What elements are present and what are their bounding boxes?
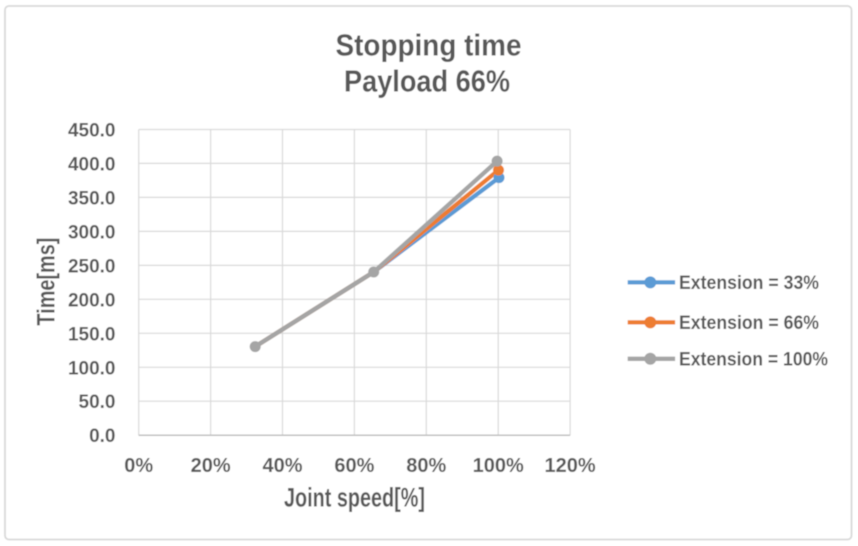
svg-text:0.0: 0.0 (89, 426, 115, 447)
svg-text:400.0: 400.0 (68, 154, 116, 175)
svg-text:100%: 100% (473, 455, 524, 477)
svg-text:Payload 66%: Payload 66% (344, 64, 510, 99)
svg-text:80%: 80% (406, 455, 446, 477)
svg-text:Time[ms]: Time[ms] (33, 238, 61, 326)
svg-text:120%: 120% (545, 455, 596, 477)
svg-text:Extension = 33%: Extension = 33% (679, 273, 819, 294)
svg-text:Stopping time: Stopping time (336, 28, 522, 63)
svg-text:0%: 0% (124, 455, 153, 477)
svg-text:50.0: 50.0 (79, 392, 116, 413)
svg-text:100.0: 100.0 (68, 358, 116, 379)
svg-text:250.0: 250.0 (68, 256, 116, 277)
svg-text:Joint speed[%]: Joint speed[%] (284, 483, 425, 513)
svg-text:200.0: 200.0 (68, 290, 116, 311)
svg-text:350.0: 350.0 (68, 188, 116, 209)
svg-text:Extension = 66%: Extension = 66% (679, 313, 819, 334)
svg-text:60%: 60% (334, 455, 374, 477)
svg-text:Extension = 100%: Extension = 100% (679, 350, 828, 371)
svg-text:40%: 40% (262, 455, 302, 477)
svg-text:150.0: 150.0 (68, 324, 116, 345)
svg-text:300.0: 300.0 (68, 222, 116, 243)
svg-text:450.0: 450.0 (68, 121, 116, 142)
svg-text:20%: 20% (191, 455, 231, 477)
